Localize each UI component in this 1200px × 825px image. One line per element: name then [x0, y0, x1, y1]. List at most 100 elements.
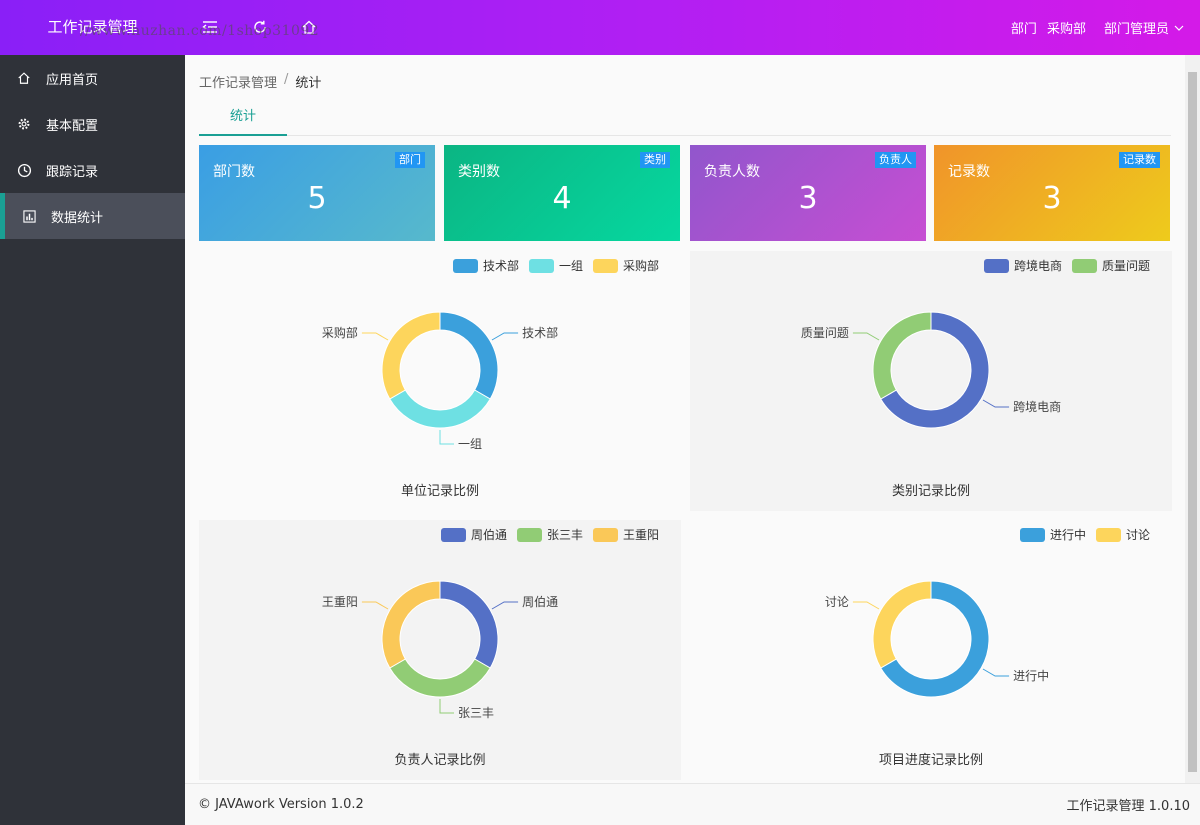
stat-card-title: 记录数 [948, 164, 990, 180]
legend-label-1[interactable]: 一组 [559, 259, 583, 273]
legend-swatch-1[interactable] [1096, 528, 1121, 542]
breadcrumb-item[interactable]: 工作记录管理 [199, 76, 278, 91]
sidebar-item-home[interactable]: 应用首页 [0, 55, 185, 101]
slice-label-1: 讨论 [825, 595, 849, 609]
legend-label-0[interactable]: 进行中 [1050, 527, 1086, 542]
stat-card-departments: 部门数 部门 5 [199, 145, 435, 241]
chart-title: 负责人记录比例 [394, 753, 485, 768]
chart-panel-category: 跨境电商 质量问题 跨境电商 质量问题 类别记录比例 [690, 251, 1172, 511]
department-label: 部门 [1010, 22, 1037, 37]
menu-toggle-icon[interactable] [200, 17, 220, 37]
legend-label-1[interactable]: 张三丰 [547, 528, 583, 542]
stat-card-badge: 记录数 [1119, 152, 1160, 168]
legend-label-1[interactable]: 讨论 [1126, 528, 1150, 542]
sidebar-item-label: 应用首页 [46, 72, 99, 88]
stat-card-badge: 类别 [640, 152, 670, 168]
user-menu[interactable]: 部门管理员 [1104, 18, 1184, 37]
sidebar-item-tracking[interactable]: 跟踪记录 [0, 147, 185, 193]
watermark-text: //www.huzhan.com/1shop31092 [80, 23, 320, 39]
legend-label-1[interactable]: 质量问题 [1102, 259, 1150, 273]
sidebar-item-label: 基本配置 [46, 118, 99, 134]
main-content: 工作记录管理 / 统计 统计 部门数 部门 5 类别数 类别 4 负责人数 负责… [185, 55, 1185, 783]
pie-slice-2[interactable] [381, 580, 441, 669]
label-line-1 [852, 332, 880, 341]
main-scrollbar[interactable] [1185, 55, 1200, 783]
slice-label-0: 周伯通 [522, 594, 558, 609]
sidebar-item-config[interactable]: 基本配置 [0, 101, 185, 147]
sidebar-item-label: 数据统计 [51, 210, 104, 226]
label-line-0 [491, 601, 519, 610]
stat-card-categories: 类别数 类别 4 [444, 145, 680, 241]
slice-label-0: 跨境电商 [1013, 399, 1061, 414]
footer: © JAVAwork Version 1.0.2 工作记录管理 1.0.10 [185, 783, 1200, 825]
slice-label-0: 进行中 [1013, 668, 1049, 683]
slice-label-1: 质量问题 [801, 326, 849, 340]
app-logo[interactable]: 工作记录管理 [47, 18, 138, 36]
label-line-2 [361, 601, 389, 610]
legend-swatch-2[interactable] [593, 259, 618, 273]
label-line-1 [852, 601, 880, 610]
stat-card-title: 类别数 [458, 164, 500, 180]
stat-card-value: 3 [1042, 181, 1062, 216]
user-role: 部门管理员 [1103, 22, 1169, 37]
scrollbar-thumb[interactable] [1188, 72, 1197, 772]
legend-swatch-1[interactable] [529, 259, 554, 273]
legend-label-2[interactable]: 王重阳 [623, 528, 659, 542]
footer-app-version: 工作记录管理 1.0.10 [1066, 799, 1190, 814]
tab-bar: 统计 [199, 102, 1171, 136]
legend-swatch-0[interactable] [441, 528, 466, 542]
stat-card-title: 部门数 [213, 164, 255, 180]
chart-panel-owner: 周伯通 张三丰 王重阳 周伯通 张三丰 王重阳 负责人记录比例 [199, 520, 681, 780]
breadcrumb-current: 统计 [295, 76, 322, 91]
sidebar-item-statistics[interactable]: 数据统计 [0, 193, 185, 239]
pie-slice-1[interactable] [389, 389, 491, 429]
legend-swatch-1[interactable] [517, 528, 542, 542]
slice-label-1: 张三丰 [458, 706, 494, 720]
pie-slice-1[interactable] [872, 311, 932, 400]
legend-label-0[interactable]: 技术部 [483, 258, 519, 273]
home-icon[interactable] [299, 17, 319, 37]
label-line-0 [982, 399, 1010, 408]
sidebar-item-label: 跟踪记录 [46, 164, 99, 180]
header-user-area: 部门 采购部 部门管理员 [1011, 0, 1184, 55]
legend-swatch-2[interactable] [593, 528, 618, 542]
legend-swatch-0[interactable] [1020, 528, 1045, 542]
legend-swatch-0[interactable] [984, 259, 1009, 273]
chart-panel-unit: 技术部 一组 采购部 技术部 一组 采购部 单位记录比例 [199, 251, 681, 511]
label-line-2 [361, 332, 389, 341]
stat-card-owners: 负责人数 负责人 3 [690, 145, 926, 241]
breadcrumb-separator: / [284, 72, 289, 87]
legend-swatch-0[interactable] [453, 259, 478, 273]
chart-title: 类别记录比例 [892, 484, 970, 499]
slice-label-0: 技术部 [522, 325, 558, 340]
slice-label-2: 采购部 [322, 325, 358, 340]
label-line-1 [439, 430, 454, 445]
footer-copyright: © JAVAwork Version 1.0.2 [198, 797, 364, 812]
pie-slice-1[interactable] [389, 658, 491, 698]
pie-slice-0[interactable] [439, 580, 499, 669]
refresh-icon[interactable] [250, 17, 270, 37]
label-line-0 [491, 332, 519, 341]
legend-label-0[interactable]: 跨境电商 [1014, 258, 1062, 273]
pie-slice-0[interactable] [880, 311, 990, 429]
pie-slice-1[interactable] [872, 580, 932, 669]
slice-label-2: 王重阳 [322, 595, 358, 609]
gear-icon [16, 116, 32, 132]
pie-slice-2[interactable] [381, 311, 441, 400]
tab-statistics[interactable]: 统计 [199, 102, 287, 136]
stat-card-value: 5 [307, 181, 327, 216]
legend-label-0[interactable]: 周伯通 [471, 527, 507, 542]
stat-card-badge: 部门 [395, 152, 425, 168]
sidebar: 应用首页 基本配置 跟踪记录 数据统计 [0, 55, 185, 825]
legend-swatch-1[interactable] [1072, 259, 1097, 273]
breadcrumb: 工作记录管理 / 统计 [199, 72, 321, 91]
legend-label-2[interactable]: 采购部 [623, 258, 659, 273]
slice-label-1: 一组 [458, 437, 482, 451]
chart-title: 项目进度记录比例 [879, 752, 983, 768]
chart-panel-progress: 进行中 讨论 进行中 讨论 项目进度记录比例 [690, 520, 1172, 780]
label-line-1 [439, 699, 454, 714]
pie-slice-0[interactable] [439, 311, 499, 400]
pie-slice-0[interactable] [880, 580, 990, 698]
